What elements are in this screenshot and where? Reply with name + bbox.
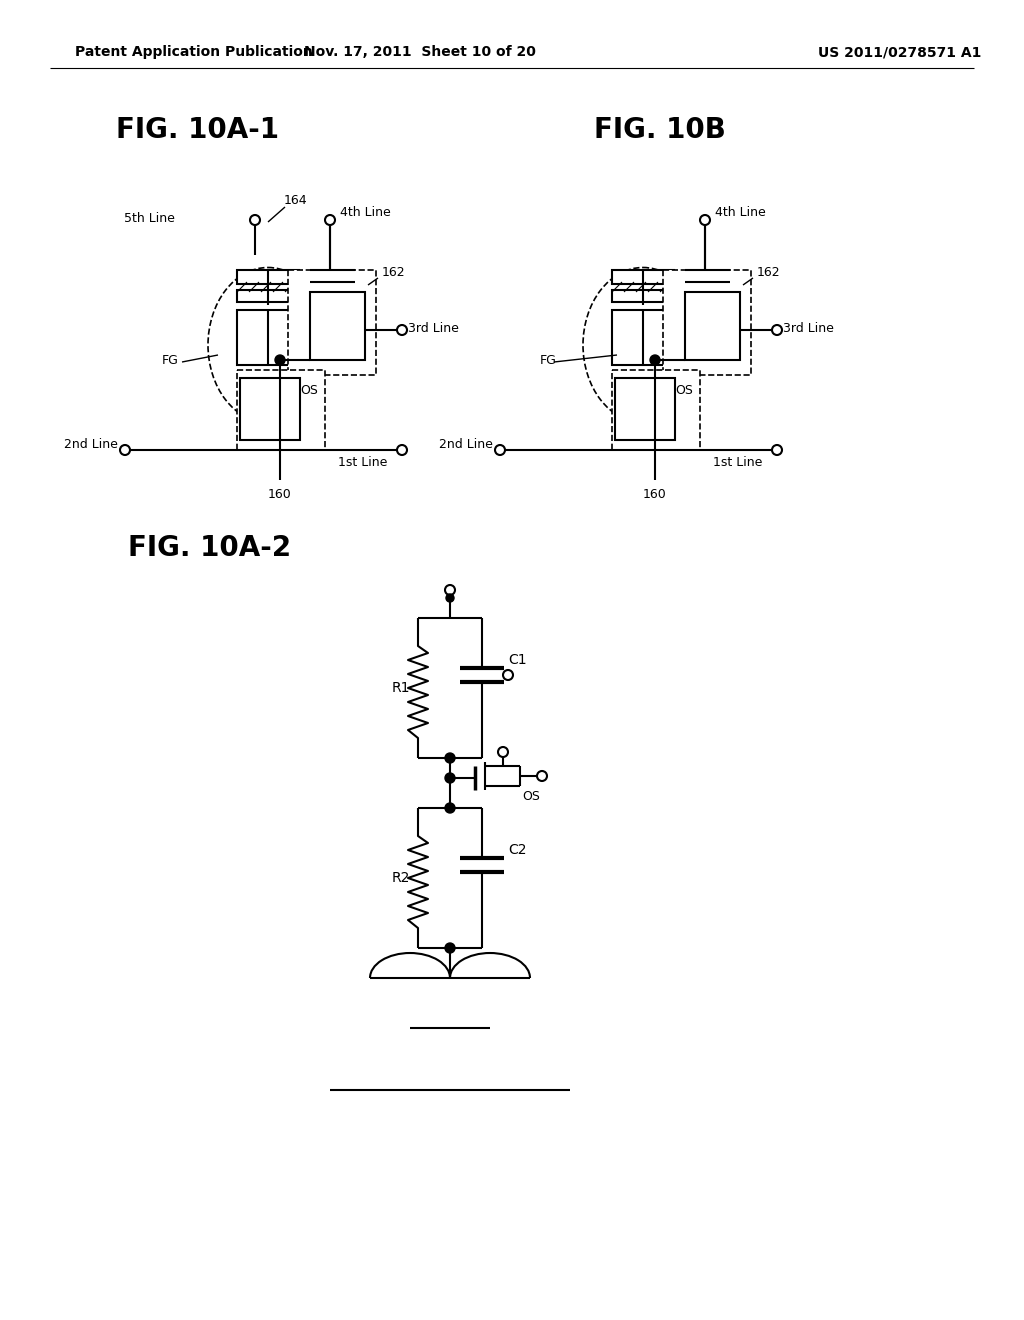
Text: C1: C1 (508, 653, 526, 667)
Text: 5th Line: 5th Line (124, 211, 175, 224)
Circle shape (445, 803, 455, 813)
Bar (615, 378, 675, 440)
Circle shape (445, 774, 455, 783)
Text: Patent Application Publication: Patent Application Publication (75, 45, 312, 59)
Bar (310, 292, 365, 360)
Circle shape (700, 215, 710, 224)
Text: 162: 162 (757, 265, 780, 279)
Bar (612, 271, 674, 284)
Text: 2nd Line: 2nd Line (439, 438, 493, 451)
Text: 162: 162 (382, 265, 406, 279)
Text: R1: R1 (391, 681, 410, 696)
Text: C2: C2 (508, 843, 526, 857)
Circle shape (537, 771, 547, 781)
Bar (612, 370, 700, 450)
Circle shape (445, 752, 455, 763)
Bar (237, 310, 299, 366)
Circle shape (446, 594, 454, 602)
Text: 1st Line: 1st Line (338, 455, 387, 469)
Text: FG: FG (162, 354, 179, 367)
Circle shape (495, 445, 505, 455)
Bar (240, 378, 300, 440)
Text: 3rd Line: 3rd Line (783, 322, 834, 334)
Circle shape (120, 445, 130, 455)
Circle shape (772, 325, 782, 335)
Text: OS: OS (675, 384, 693, 396)
Circle shape (503, 671, 513, 680)
Bar (288, 271, 376, 375)
Text: FIG. 10B: FIG. 10B (594, 116, 726, 144)
Bar (663, 271, 751, 375)
Text: 160: 160 (268, 488, 292, 502)
Text: 1st Line: 1st Line (713, 455, 763, 469)
Circle shape (275, 355, 285, 366)
Text: OS: OS (522, 789, 540, 803)
Text: 160: 160 (643, 488, 667, 502)
Text: 3rd Line: 3rd Line (408, 322, 459, 334)
Text: 4th Line: 4th Line (340, 206, 391, 219)
Circle shape (650, 355, 660, 366)
Circle shape (772, 445, 782, 455)
Circle shape (325, 215, 335, 224)
Circle shape (397, 445, 407, 455)
Circle shape (498, 747, 508, 756)
Text: US 2011/0278571 A1: US 2011/0278571 A1 (818, 45, 982, 59)
Text: FG: FG (540, 354, 557, 367)
Bar (612, 290, 674, 302)
Circle shape (445, 942, 455, 953)
Text: 164: 164 (284, 194, 307, 206)
Text: R2: R2 (391, 871, 410, 884)
Circle shape (397, 325, 407, 335)
Bar (237, 370, 325, 450)
Bar (612, 310, 674, 366)
Text: Nov. 17, 2011  Sheet 10 of 20: Nov. 17, 2011 Sheet 10 of 20 (304, 45, 536, 59)
Text: 2nd Line: 2nd Line (65, 438, 118, 451)
Text: FIG. 10A-2: FIG. 10A-2 (128, 535, 292, 562)
Text: 4th Line: 4th Line (715, 206, 766, 219)
Circle shape (445, 585, 455, 595)
Bar (685, 292, 740, 360)
Text: OS: OS (300, 384, 317, 396)
Text: FIG. 10A-1: FIG. 10A-1 (117, 116, 280, 144)
Circle shape (250, 215, 260, 224)
Bar (237, 271, 299, 284)
Bar (237, 290, 299, 302)
